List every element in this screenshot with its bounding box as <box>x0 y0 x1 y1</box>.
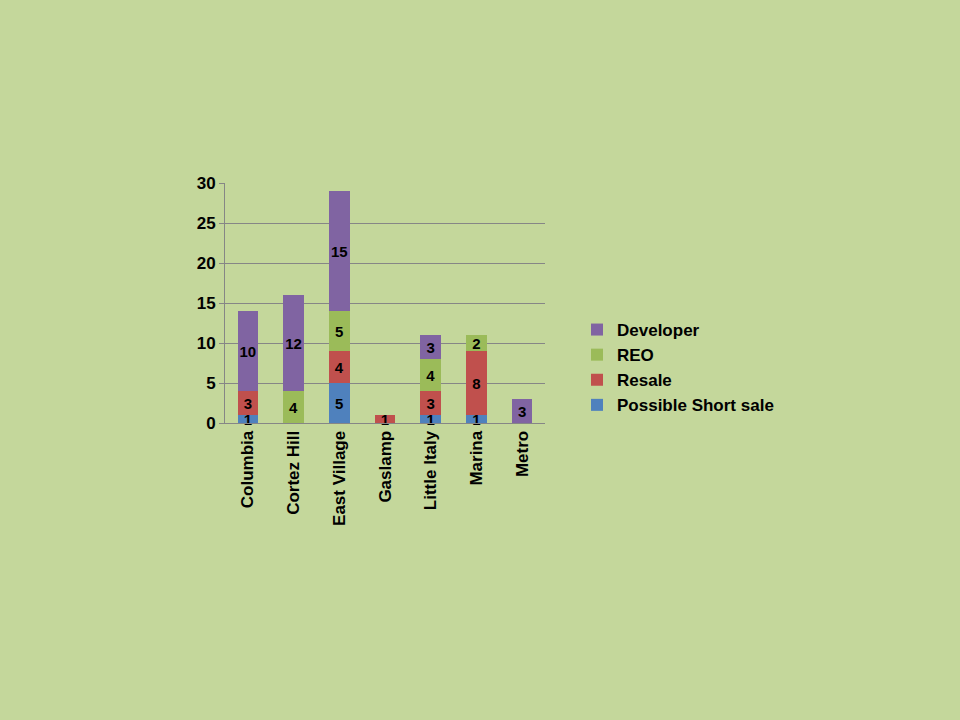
svg-text:Possible Short sale: Possible Short sale <box>617 396 774 415</box>
svg-text:8: 8 <box>472 375 480 392</box>
svg-text:2: 2 <box>472 335 480 352</box>
svg-text:Columbia: Columbia <box>238 430 257 508</box>
svg-text:1: 1 <box>381 411 389 428</box>
svg-text:10: 10 <box>240 343 257 360</box>
svg-text:20: 20 <box>197 254 216 273</box>
svg-text:Developer: Developer <box>617 321 700 340</box>
svg-text:5: 5 <box>335 323 343 340</box>
svg-text:4: 4 <box>289 399 298 416</box>
svg-text:Resale: Resale <box>617 371 672 390</box>
svg-text:Metro: Metro <box>513 431 532 477</box>
svg-text:Marina: Marina <box>467 430 486 485</box>
svg-text:15: 15 <box>197 294 216 313</box>
svg-text:25: 25 <box>197 214 216 233</box>
svg-text:Cortez Hill: Cortez Hill <box>284 431 303 515</box>
svg-text:1: 1 <box>427 411 435 428</box>
svg-text:East Village: East Village <box>330 431 349 526</box>
svg-text:4: 4 <box>426 367 435 384</box>
svg-text:10: 10 <box>197 334 216 353</box>
svg-text:0: 0 <box>206 414 215 433</box>
svg-text:3: 3 <box>244 395 252 412</box>
svg-text:5: 5 <box>206 374 215 393</box>
svg-text:1: 1 <box>472 411 480 428</box>
svg-text:3: 3 <box>427 339 435 356</box>
svg-text:30: 30 <box>197 174 216 193</box>
svg-text:Gaslamp: Gaslamp <box>376 431 395 503</box>
svg-text:12: 12 <box>285 335 302 352</box>
svg-text:Little Italy: Little Italy <box>421 430 440 510</box>
svg-text:15: 15 <box>331 243 348 260</box>
svg-text:3: 3 <box>518 403 526 420</box>
svg-text:4: 4 <box>335 359 344 376</box>
svg-text:3: 3 <box>427 395 435 412</box>
svg-text:REO: REO <box>617 346 654 365</box>
svg-text:5: 5 <box>335 395 343 412</box>
svg-text:1: 1 <box>244 411 252 428</box>
